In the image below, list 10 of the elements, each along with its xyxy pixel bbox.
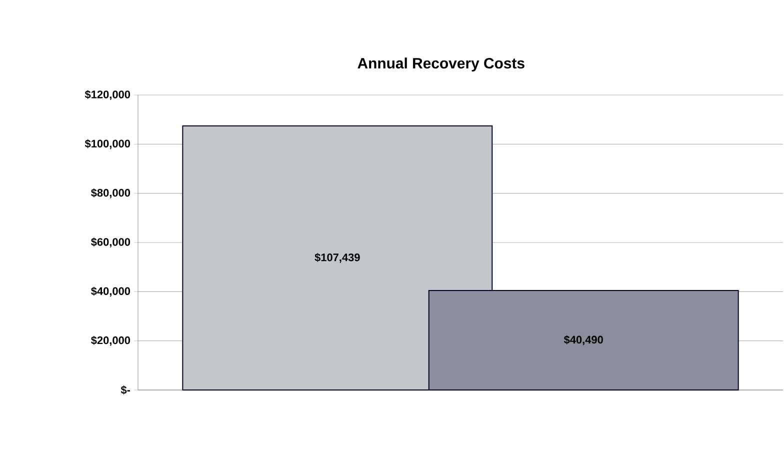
y-tick-label: $- bbox=[120, 386, 130, 394]
y-tick-label: $80,000 bbox=[91, 188, 130, 198]
y-tick-label: $60,000 bbox=[91, 238, 130, 248]
chart-title: Annual Recovery Costs bbox=[358, 58, 524, 72]
data-label: $40,490 bbox=[564, 335, 603, 346]
y-tick-label: $120,000 bbox=[84, 90, 130, 100]
y-tick-label: $40,000 bbox=[91, 286, 130, 297]
y-tick-label: $100,000 bbox=[84, 139, 130, 150]
data-label: $107,439 bbox=[314, 253, 360, 263]
y-tick-label: $20,000 bbox=[91, 336, 130, 346]
